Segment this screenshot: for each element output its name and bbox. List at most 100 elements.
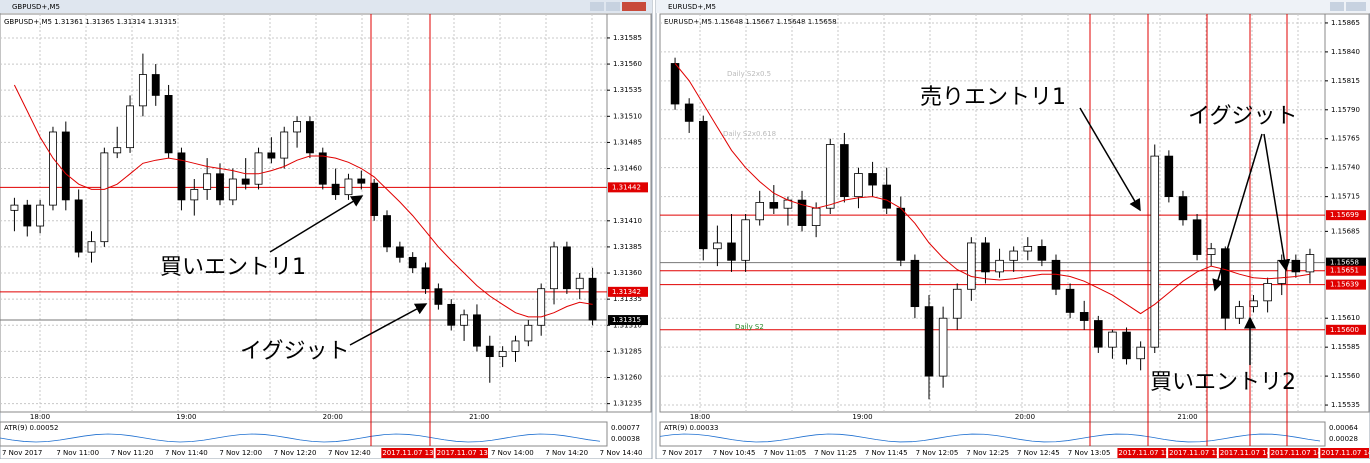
candle-body [1249, 300, 1258, 308]
candle-body [1206, 248, 1216, 255]
annotation: 買いエントリ1 [160, 255, 306, 280]
candle-body [10, 204, 19, 211]
candle-body [1192, 219, 1202, 255]
candle-body [1094, 320, 1103, 348]
time-label: 7 Nov 12:20 [274, 449, 317, 457]
candle-body [938, 317, 948, 377]
candle-body [755, 202, 764, 221]
arrow [1212, 133, 1263, 292]
candle-body [1235, 306, 1244, 319]
atr-scale: 0.00064 [1329, 424, 1358, 432]
candle-body [1150, 155, 1160, 348]
candle-body [241, 178, 250, 185]
atr-label: ATR(9) 0.00052 [4, 424, 58, 432]
hour-label: 21:00 [1177, 413, 1197, 421]
time-label: 7 Nov 12:05 [916, 449, 959, 457]
candle-body [421, 267, 430, 290]
candle-body [854, 173, 863, 198]
price-box-label: 1.15658 [1330, 259, 1359, 267]
minimize[interactable] [590, 2, 604, 11]
hour-label: 20:00 [1015, 413, 1035, 421]
candle-body [1164, 155, 1174, 198]
time-label: 7 Nov 11:45 [865, 449, 908, 457]
candle-body [1291, 259, 1301, 273]
time-highlight [1117, 448, 1167, 458]
time-label: 7 Nov 13:05 [1068, 449, 1111, 457]
arrow [1263, 133, 1291, 272]
candle-body [331, 183, 340, 196]
candle-body [151, 74, 160, 96]
annotation: 買いエントリ2 [1150, 370, 1296, 395]
candle-body [995, 259, 1004, 273]
candle-body [562, 246, 571, 290]
maximize[interactable] [606, 2, 620, 11]
time-label: 2017.11.07 14:13 [1220, 449, 1282, 457]
y-tick-label: 1.31535 [613, 86, 642, 94]
time-label: 2017.11.07 13:23 [382, 449, 444, 457]
candle-body [370, 182, 379, 216]
price-box [1326, 265, 1366, 276]
window-title: EURUSD+,M5 [668, 3, 716, 11]
candle-body [575, 277, 584, 290]
candle-body [896, 207, 906, 261]
candle-body [511, 340, 520, 352]
price-box-label: 1.15699 [1330, 211, 1359, 219]
atr-label: ATR(9) 0.00033 [664, 424, 718, 432]
candle-body [910, 259, 920, 308]
maximize[interactable] [1346, 2, 1366, 11]
time-highlight [1218, 448, 1268, 458]
close[interactable] [622, 2, 646, 11]
arrow [269, 195, 364, 253]
y-tick-label: 1.15765 [1331, 135, 1360, 143]
minimize[interactable] [1330, 2, 1344, 11]
candle-body [868, 173, 877, 186]
atr-scale: 0.00038 [611, 435, 640, 443]
candle-body [588, 277, 597, 321]
candle-body [74, 199, 83, 253]
indicator-note: Daily S2 [735, 323, 764, 331]
candle-body [293, 121, 302, 133]
atr-panel [0, 421, 608, 447]
price-box [1326, 257, 1366, 268]
candle-body [254, 152, 263, 185]
candle-body [924, 306, 934, 377]
indicator-note: Daily S2x0.5 [727, 70, 771, 78]
candle-body [190, 189, 199, 201]
time-label: 2017.11.07 14:50 [1321, 449, 1370, 457]
candle-body [1108, 331, 1117, 348]
candle-body [713, 242, 722, 250]
candle-body [49, 131, 57, 206]
atr-line [659, 433, 1321, 443]
arrow [349, 303, 428, 346]
time-label: 7 Nov 10:45 [713, 449, 756, 457]
y-tick-label: 1.15865 [1331, 19, 1360, 27]
hour-label: 18:00 [690, 413, 710, 421]
candle-body [1263, 283, 1272, 302]
candle-body [670, 63, 680, 105]
candle-body [177, 152, 186, 201]
price-box-label: 1.15639 [1330, 281, 1359, 289]
indicator-note: Daily S2x0.618 [723, 130, 776, 138]
y-tick-label: 1.31260 [613, 374, 642, 382]
atr-line [0, 433, 601, 443]
y-tick-label: 1.31510 [613, 112, 642, 120]
candle-body [460, 314, 469, 326]
title-bar[interactable] [656, 0, 1370, 13]
y-tick-label: 1.31385 [613, 243, 642, 251]
y-tick-label: 1.15790 [1331, 106, 1360, 114]
candle-body [228, 178, 237, 201]
window-buttons[interactable] [590, 2, 1366, 11]
moving-average [13, 84, 593, 318]
price-box [1326, 210, 1366, 221]
candle-body [1136, 346, 1145, 360]
candle-body [280, 131, 289, 159]
price-box-label: 1.31442 [612, 183, 641, 191]
y-tick-label: 1.15715 [1331, 193, 1360, 201]
hour-label: 21:00 [469, 413, 489, 421]
candle-body [126, 105, 134, 149]
title-bar[interactable] [0, 0, 652, 13]
time-label: 2017.11.07 13:25 [1118, 449, 1180, 457]
candle-body [797, 199, 807, 226]
candle-body [741, 219, 750, 261]
